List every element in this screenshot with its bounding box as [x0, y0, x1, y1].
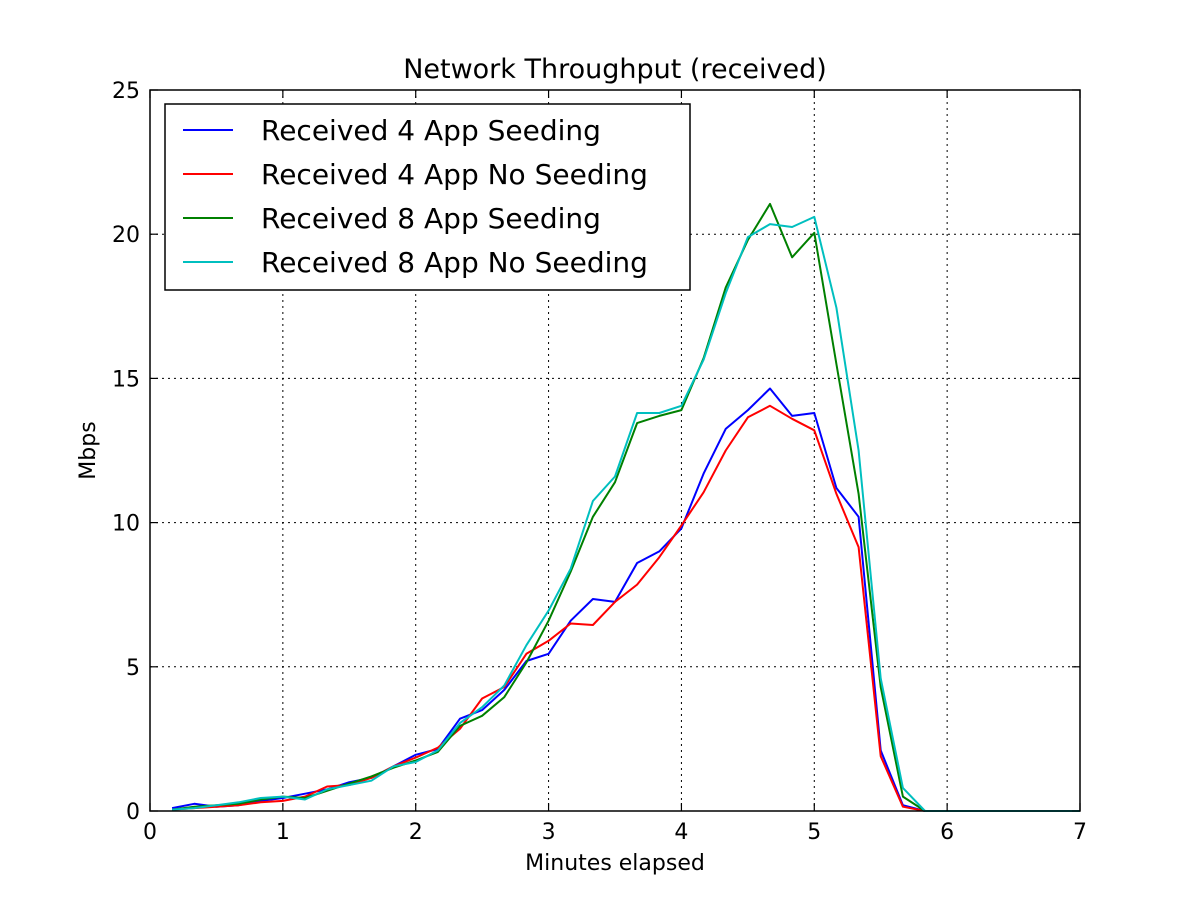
- y-tick-label: 25: [112, 79, 140, 104]
- x-tick-label: 4: [674, 820, 688, 845]
- legend-label-4: Received 8 App No Seeding: [261, 246, 648, 279]
- legend-label-1: Received 4 App Seeding: [261, 114, 601, 147]
- x-tick-label: 1: [276, 820, 290, 845]
- x-tick-label: 6: [940, 820, 954, 845]
- chart-title: Network Throughput (received): [403, 54, 827, 85]
- axis-ticks: 0 1 2 3 4 5 6 7 0 5 10 15 20 25: [112, 79, 1087, 845]
- legend: Received 4 App Seeding Received 4 App No …: [164, 103, 691, 291]
- legend-box: [164, 103, 691, 291]
- legend-label-3: Received 8 App Seeding: [261, 202, 601, 235]
- y-tick-label: 15: [112, 367, 140, 392]
- plot-frame: [149, 89, 1081, 812]
- y-tick-label: 10: [112, 512, 140, 537]
- x-tick-label: 5: [807, 820, 821, 845]
- x-axis-title: Minutes elapsed: [525, 851, 705, 876]
- y-axis-title: Mbps: [76, 421, 101, 479]
- x-tick-label: 7: [1073, 820, 1087, 845]
- y-tick-label: 0: [126, 800, 140, 825]
- y-tick-label: 20: [112, 223, 140, 248]
- x-tick-label: 0: [143, 820, 157, 845]
- y-tick-label: 5: [126, 656, 140, 681]
- legend-label-2: Received 4 App No Seeding: [261, 158, 648, 191]
- x-tick-label: 2: [409, 820, 423, 845]
- x-tick-label: 3: [542, 820, 556, 845]
